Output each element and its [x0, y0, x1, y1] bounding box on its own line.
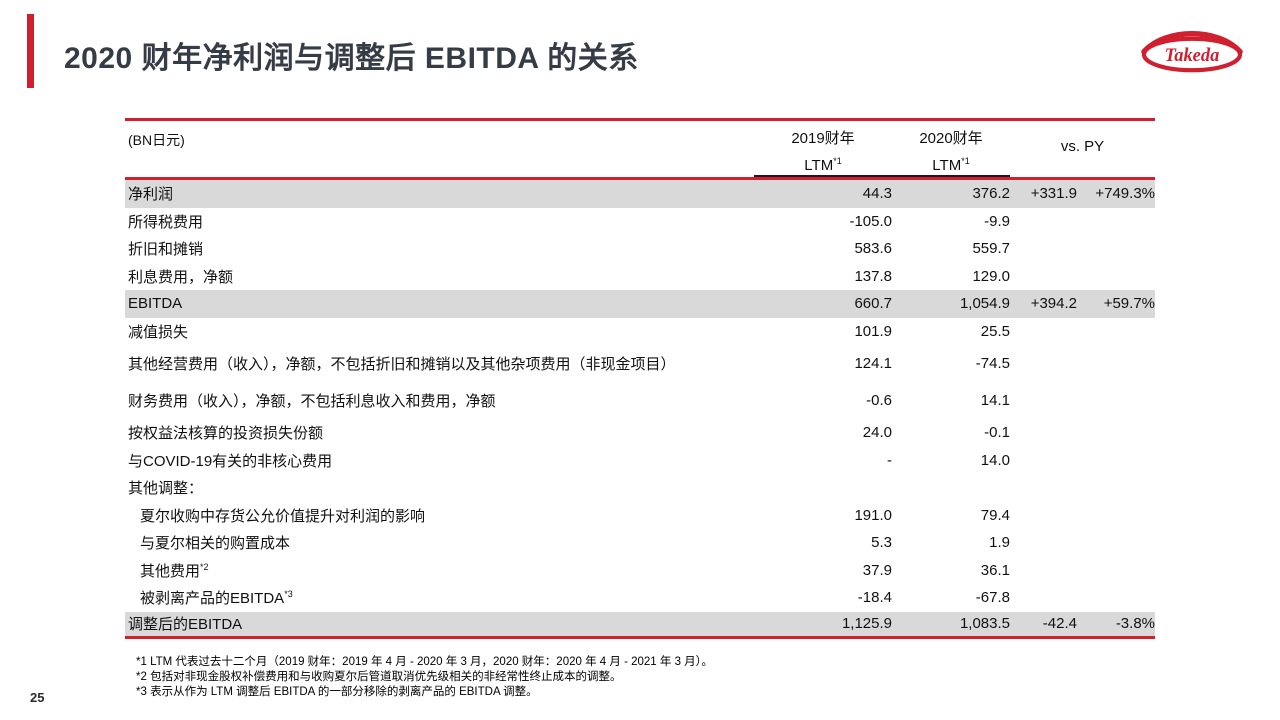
- fy2019-label: 2019财年: [791, 130, 855, 147]
- table-row: 与夏尔相关的购置成本 5.3 1.9: [125, 529, 1155, 557]
- row-value-vs-py: +331.9: [1030, 185, 1077, 203]
- footnote-1: *1 LTM 代表过去十二个月（2019 财年：2019 年 4 月 - 202…: [136, 656, 713, 668]
- row-label: 与COVID-19有关的非核心费用: [128, 452, 333, 470]
- table-top-border: [125, 118, 1155, 121]
- column-header-vs-py: vs. PY: [1060, 137, 1105, 155]
- row-value-fy2019: 660.7: [854, 295, 892, 313]
- row-value-vs-py-pct: -3.8%: [1115, 615, 1155, 632]
- row-label: 折旧和摊销: [128, 241, 204, 259]
- row-value-vs-py-pct: +749.3%: [1095, 185, 1155, 203]
- row-value-vs-py: +394.2: [1030, 295, 1077, 313]
- page-number: 25: [30, 690, 45, 705]
- table-row: 利息费用，净额 137.8 129.0: [125, 263, 1155, 291]
- row-value-fy2020: 1.9: [989, 534, 1010, 552]
- row-label: 与夏尔相关的购置成本: [140, 535, 291, 553]
- row-value-fy2020: -74.5: [975, 355, 1010, 372]
- table-row: 所得税费用 -105.0 -9.9: [125, 208, 1155, 236]
- footnote-3: *3 表示从作为 LTM 调整后 EBITDA 的一部分移除的剥离产品的 EBI…: [136, 686, 538, 698]
- table-body: 净利润 44.3 376.2 +331.9 +749.3% 所得税费用 -105…: [125, 180, 1155, 636]
- row-value-fy2019: 5.3: [871, 534, 892, 552]
- takeda-logo-icon: Takeda: [1141, 31, 1243, 73]
- table-row: 与COVID-19有关的非核心费用 - 14.0: [125, 447, 1155, 475]
- table-header: (BN日元) 2019财年 LTM*1 2020财年 LTM*1 vs. PY: [125, 121, 1155, 177]
- row-value-fy2020: -9.9: [984, 212, 1010, 230]
- table-row: 其他费用*2 37.9 36.1: [125, 557, 1155, 585]
- takeda-logo: Takeda: [1132, 22, 1252, 76]
- footnotes: *1 LTM 代表过去十二个月（2019 财年：2019 年 4 月 - 202…: [136, 655, 713, 700]
- row-label: 减值损失: [128, 323, 189, 341]
- row-value-fy2019: 191.0: [854, 506, 892, 524]
- table-row: 净利润 44.3 376.2 +331.9 +749.3%: [125, 180, 1155, 208]
- row-value-fy2019: 37.9: [862, 561, 892, 579]
- fy2020-ltm-label: LTM*1: [892, 157, 1010, 177]
- row-label: 其他经营费用（收入），净额，不包括折旧和摊销以及其他杂项费用（非现金项目）: [128, 356, 676, 373]
- table-row: 其他经营费用（收入），净额，不包括折旧和摊销以及其他杂项费用（非现金项目） 12…: [125, 345, 1155, 382]
- row-value-fy2019: -0.6: [866, 392, 892, 409]
- row-value-fy2020: 14.0: [980, 451, 1010, 469]
- column-header-fy2020: 2020财年 LTM*1: [892, 121, 1010, 177]
- row-value-fy2019: 1,125.9: [841, 615, 892, 632]
- row-value-fy2020: -67.8: [975, 589, 1010, 607]
- row-label: 其他调整：: [128, 480, 204, 498]
- row-value-fy2019: 44.3: [862, 185, 892, 203]
- table-header-border: [125, 177, 1155, 180]
- row-value-fy2019: -: [887, 451, 892, 469]
- row-value-fy2019: 101.9: [854, 322, 892, 340]
- row-value-fy2020: 376.2: [972, 185, 1010, 203]
- row-value-fy2020: 36.1: [980, 561, 1010, 579]
- table-row: 财务费用（收入），净额，不包括利息收入和费用，净额 -0.6 14.1: [125, 382, 1155, 419]
- footnote-2: *2 包括对非现金股权补偿费用和与收购夏尔后管道取消优先级相关的非经常性终止成本…: [136, 671, 622, 683]
- row-label: 夏尔收购中存货公允价值提升对利润的影响: [140, 507, 426, 525]
- table-row: 折旧和摊销 583.6 559.7: [125, 235, 1155, 263]
- reconciliation-table: (BN日元) 2019财年 LTM*1 2020财年 LTM*1 vs. PY …: [125, 118, 1155, 639]
- table-row: 夏尔收购中存货公允价值提升对利润的影响 191.0 79.4: [125, 502, 1155, 530]
- row-label: 被剥离产品的EBITDA*3: [140, 589, 293, 608]
- table-bottom-border: [125, 635, 1155, 639]
- row-label: 调整后的EBITDA: [128, 616, 243, 633]
- row-value-fy2019: -18.4: [857, 589, 892, 607]
- row-value-fy2019: 124.1: [854, 355, 892, 372]
- row-value-fy2019: 583.6: [854, 240, 892, 258]
- unit-label: (BN日元): [128, 132, 185, 148]
- table-row: 调整后的EBITDA 1,125.9 1,083.5 -42.4 -3.8%: [125, 611, 1155, 636]
- row-value-fy2019: 137.8: [854, 267, 892, 285]
- fy2019-ltm-label: LTM*1: [754, 157, 892, 177]
- row-label: EBITDA: [128, 295, 183, 313]
- row-value-fy2020: 14.1: [980, 392, 1010, 409]
- table-row: 被剥离产品的EBITDA*3 -18.4 -67.8: [125, 584, 1155, 612]
- row-label: 净利润: [128, 186, 174, 204]
- page-title: 2020 财年净利润与调整后 EBITDA 的关系: [64, 42, 639, 75]
- row-value-fy2020: -0.1: [984, 424, 1010, 442]
- row-value-fy2020: 1,054.9: [959, 295, 1010, 313]
- row-label: 财务费用（收入），净额，不包括利息收入和费用，净额: [128, 393, 496, 410]
- table-row: 减值损失 101.9 25.5: [125, 318, 1155, 346]
- row-value-fy2020: 129.0: [972, 267, 1010, 285]
- row-label: 利息费用，净额: [128, 268, 234, 286]
- table-row: 其他调整：: [125, 474, 1155, 502]
- column-header-fy2019: 2019财年 LTM*1: [754, 121, 892, 177]
- row-value-fy2019: -105.0: [849, 212, 892, 230]
- fy2020-label: 2020财年: [919, 130, 983, 147]
- row-value-vs-py-pct: +59.7%: [1103, 295, 1155, 313]
- row-value-fy2020: 79.4: [980, 506, 1010, 524]
- row-label: 所得税费用: [128, 213, 204, 231]
- row-label: 其他费用*2: [140, 561, 209, 580]
- table-row: 按权益法核算的投资损失份额 24.0 -0.1: [125, 419, 1155, 447]
- row-value-fy2019: 24.0: [862, 424, 892, 442]
- row-value-fy2020: 1,083.5: [959, 615, 1010, 632]
- row-value-vs-py: -42.4: [1042, 615, 1077, 632]
- row-value-fy2020: 25.5: [980, 322, 1010, 340]
- row-value-fy2020: 559.7: [972, 240, 1010, 258]
- row-label: 按权益法核算的投资损失份额: [128, 425, 324, 443]
- takeda-logo-text: Takeda: [1165, 45, 1220, 65]
- title-accent-bar: [27, 14, 34, 88]
- table-row: EBITDA 660.7 1,054.9 +394.2 +59.7%: [125, 290, 1155, 318]
